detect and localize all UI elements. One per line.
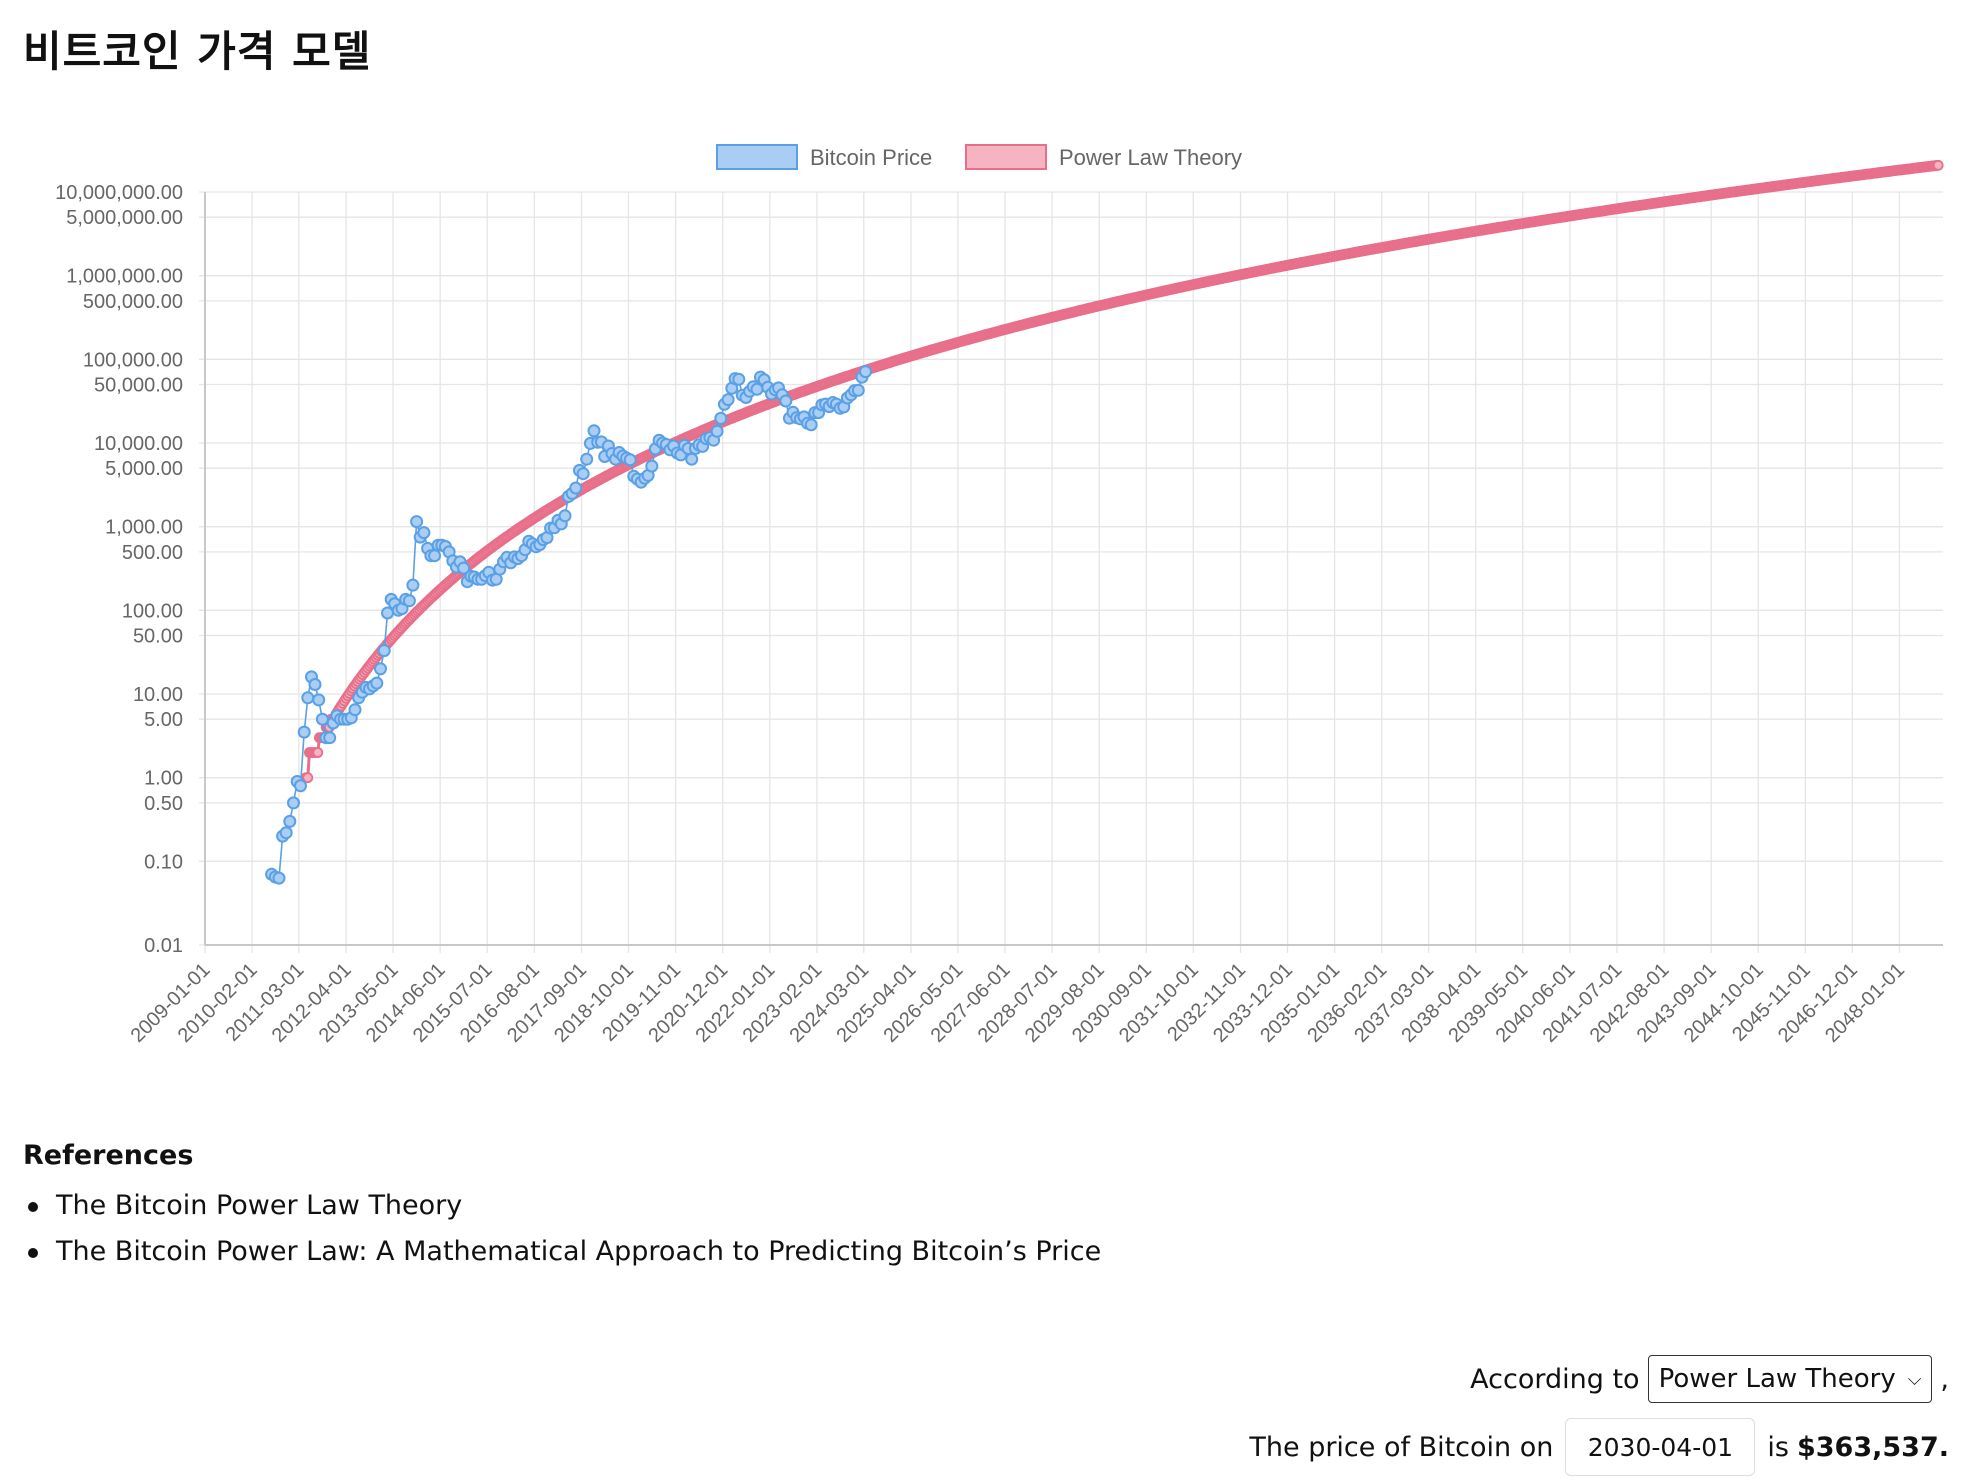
bitcoin-price-point xyxy=(580,452,594,466)
y-tick-label: 1.00 xyxy=(144,768,183,790)
bitcoin-price-point xyxy=(721,393,735,407)
bitcoin-price-point xyxy=(308,678,322,691)
bitcoin-price-point xyxy=(410,515,424,529)
references-heading: References xyxy=(23,1140,194,1171)
bitcoin-price-point xyxy=(312,693,326,707)
chart-axes xyxy=(204,192,1943,946)
bitcoin-price-point xyxy=(558,509,572,523)
power-law-chart: Bitcoin Price Power Law Theory 0.010.100.… xyxy=(55,144,1944,1047)
bitcoin-price-point xyxy=(587,424,601,438)
x-axis-tick-labels: 2009-01-012010-02-012011-03-012012-04-01… xyxy=(127,959,1909,1047)
series-bitcoin-price xyxy=(265,365,872,885)
y-tick-label: 10,000.00 xyxy=(94,433,183,455)
chevron-down-icon: ⌵ xyxy=(1907,1368,1922,1390)
y-axis-tick-labels: 0.01 0.10 0.50 1.00 5.00 10.00 50.00 100.00 500.… xyxy=(55,182,183,957)
y-tick-label: 50.00 xyxy=(133,626,183,648)
references-section: References The Bitcoin Power Law Theory … xyxy=(23,1140,1101,1275)
legend-swatch-power-law-theory xyxy=(965,144,1047,170)
y-tick-label: 0.50 xyxy=(144,793,183,815)
bitcoin-price-point xyxy=(685,452,699,466)
legend-label-bitcoin-price: Bitcoin Price xyxy=(810,145,932,170)
comma-text: , xyxy=(1940,1363,1949,1395)
legend-swatch-bitcoin-price xyxy=(716,144,798,170)
y-tick-label: 0.10 xyxy=(144,851,183,873)
y-tick-label: 0.01 xyxy=(144,935,183,957)
legend-label-power-law-theory: Power Law Theory xyxy=(1059,145,1242,170)
price-prefix-label: The price of Bitcoin on xyxy=(1249,1431,1554,1463)
power-law-point xyxy=(312,747,324,758)
y-tick-label: 100,000.00 xyxy=(83,349,183,371)
references-list: The Bitcoin Power Law Theory The Bitcoin… xyxy=(23,1183,1101,1275)
bitcoin-price-point xyxy=(348,703,362,717)
bitcoin-price-point xyxy=(301,691,315,705)
reference-item: The Bitcoin Power Law Theory xyxy=(23,1183,1101,1229)
bitcoin-price-point xyxy=(714,411,728,425)
bitcoin-price-point xyxy=(315,712,329,726)
y-tick-label: 10.00 xyxy=(133,684,183,706)
bitcoin-price-point xyxy=(710,424,724,438)
y-tick-label: 100.00 xyxy=(122,600,183,622)
model-select-value: Power Law Theory xyxy=(1658,1364,1896,1394)
power-law-line xyxy=(306,163,1939,780)
y-tick-label: 1,000,000.00 xyxy=(66,266,183,288)
bitcoin-price-point xyxy=(417,526,431,540)
bitcoin-price-point xyxy=(294,779,307,793)
chart-legend: Bitcoin Price Power Law Theory xyxy=(716,144,1242,170)
model-select[interactable]: Power Law Theory ⌵ xyxy=(1647,1355,1933,1403)
chart-gridlines xyxy=(199,191,1943,953)
bitcoin-price-point xyxy=(428,549,442,563)
date-input[interactable]: 2030-04-01 xyxy=(1565,1418,1756,1476)
bullet-icon xyxy=(28,1248,38,1258)
bitcoin-price-point xyxy=(287,796,300,810)
bitcoin-price-point xyxy=(569,481,583,495)
power-law-point xyxy=(1932,159,1944,171)
y-tick-label: 5.00 xyxy=(144,709,183,731)
bullet-icon xyxy=(28,1202,38,1212)
model-selector-row: According to Power Law Theory ⌵ , xyxy=(1470,1355,1949,1403)
reference-link-mathematical-approach[interactable]: The Bitcoin Power Law: A Mathematical Ap… xyxy=(56,1236,1102,1267)
bitcoin-price-line xyxy=(271,371,867,880)
price-result-row: The price of Bitcoin on 2030-04-01 is $3… xyxy=(1249,1418,1949,1476)
reference-item: The Bitcoin Power Law: A Mathematical Ap… xyxy=(23,1229,1101,1275)
bitcoin-price-point xyxy=(750,382,764,396)
bitcoin-price-point xyxy=(732,372,746,386)
bitcoin-price-point xyxy=(370,676,384,690)
price-result: $363,537. xyxy=(1796,1431,1949,1463)
bitcoin-price-point xyxy=(279,826,293,840)
bitcoin-price-point xyxy=(297,725,311,739)
bitcoin-price-point xyxy=(283,814,297,828)
y-tick-label: 500.00 xyxy=(122,542,183,564)
is-label: is xyxy=(1767,1431,1789,1463)
series-power-law-theory xyxy=(300,159,1944,784)
bitcoin-price-point xyxy=(457,561,471,575)
y-tick-label: 5,000,000.00 xyxy=(66,207,183,229)
bitcoin-price-point xyxy=(374,662,387,676)
bitcoin-price-point xyxy=(406,578,420,592)
according-to-label: According to xyxy=(1470,1363,1640,1395)
bitcoin-price-point xyxy=(576,467,590,481)
bitcoin-price-point xyxy=(377,644,391,658)
reference-link-power-law-theory[interactable]: The Bitcoin Power Law Theory xyxy=(56,1190,463,1221)
bitcoin-price-point xyxy=(851,383,865,397)
bitcoin-price-point xyxy=(804,418,818,432)
y-tick-label: 10,000,000.00 xyxy=(55,182,183,204)
bitcoin-price-point xyxy=(323,731,337,745)
y-tick-label: 1,000.00 xyxy=(105,517,183,539)
bitcoin-price-point xyxy=(272,871,286,885)
y-tick-label: 5,000.00 xyxy=(105,458,183,480)
bitcoin-price-point xyxy=(859,365,872,379)
bitcoin-price-point xyxy=(402,594,416,608)
bitcoin-price-point xyxy=(623,453,637,467)
power-law-point xyxy=(302,772,314,784)
y-tick-label: 50,000.00 xyxy=(94,375,183,397)
bitcoin-price-point xyxy=(779,394,793,408)
bitcoin-price-point xyxy=(645,459,659,473)
page-title: 비트코인 가격 모델 xyxy=(23,27,372,76)
y-tick-label: 500,000.00 xyxy=(83,291,183,313)
